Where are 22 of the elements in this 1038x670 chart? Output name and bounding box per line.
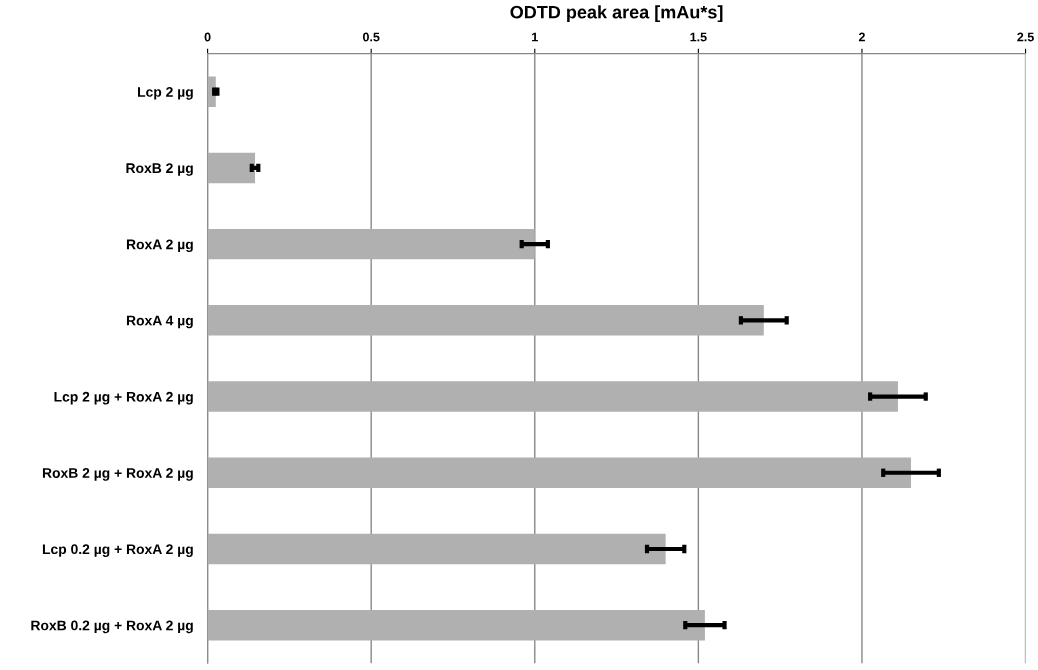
bar [207, 457, 912, 489]
x-tick-label: 2.5 [1017, 32, 1034, 42]
bar [207, 228, 535, 260]
x-tick-label: 2 [858, 32, 865, 42]
x-tick-label: 1 [532, 32, 538, 42]
y-tick-label: RoxB 2 µg [126, 163, 193, 176]
x-axis-title: ODTD peak area [mAu*s] [510, 5, 723, 23]
x-tick-label: 1.5 [690, 32, 707, 42]
y-tick-label: Lcp 2 µg [138, 87, 193, 100]
y-tick-label: Lcp 2 µg + RoxA 2 µg [54, 391, 193, 405]
bar [207, 152, 256, 184]
y-tick-label: RoxA 4 µg [126, 315, 193, 329]
bar [207, 533, 666, 565]
bar [207, 305, 764, 336]
y-tick-label: RoxA 2 µg [126, 239, 193, 253]
x-tick-label: 0 [204, 32, 211, 42]
bar [207, 609, 705, 641]
bar [207, 381, 898, 412]
y-tick-label: Lcp 0.2 µg + RoxA 2 µg [42, 544, 193, 557]
y-tick-label: RoxB 0.2 µg + RoxA 2 µg [31, 620, 193, 634]
y-tick-label: RoxB 2 µg + RoxA 2 µg [42, 468, 193, 481]
x-tick-label: 0.5 [363, 32, 380, 42]
